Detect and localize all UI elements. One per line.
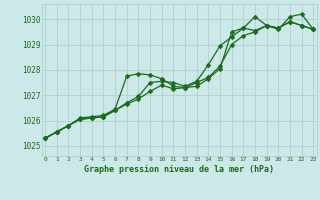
X-axis label: Graphe pression niveau de la mer (hPa): Graphe pression niveau de la mer (hPa) [84,165,274,174]
